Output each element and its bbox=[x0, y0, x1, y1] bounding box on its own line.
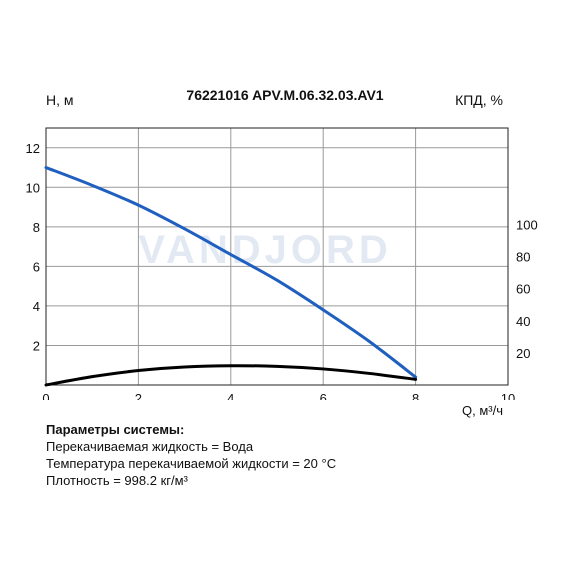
head-curve bbox=[44, 166, 418, 379]
y-right-tick-label: 60 bbox=[516, 282, 530, 297]
watermark-logo: VANDJORD bbox=[138, 228, 392, 272]
param-line-density: Плотность = 998.2 кг/м³ bbox=[46, 473, 188, 488]
y-right-tick-label: 40 bbox=[516, 314, 530, 329]
param-line-fluid: Перекачиваемая жидкость = Вода bbox=[46, 439, 254, 454]
x-tick-label: 4 bbox=[227, 391, 234, 400]
chart-title: 76221016 APV.M.06.32.03.AV1 bbox=[186, 87, 384, 103]
efficiency-curve bbox=[44, 364, 418, 387]
param-line-temperature: Температура перекачиваемой жидкости = 20… bbox=[46, 456, 337, 471]
y-left-tick-label: 6 bbox=[33, 259, 40, 274]
y-axis-left-label: H, м bbox=[46, 92, 74, 108]
y-right-tick-label: 100 bbox=[516, 217, 538, 232]
axes bbox=[45, 127, 509, 386]
y-left-tick-label: 2 bbox=[33, 338, 40, 353]
y-right-tick-label: 80 bbox=[516, 250, 530, 265]
x-axis-label: Q, м³/ч bbox=[462, 403, 503, 418]
series-layer bbox=[44, 166, 418, 387]
y-left-tick-label: 8 bbox=[33, 220, 40, 235]
y-left-tick-label: 12 bbox=[26, 141, 40, 156]
y-left-tick-label: 10 bbox=[26, 180, 40, 195]
system-parameters-title: Параметры системы: bbox=[46, 422, 185, 437]
chart-plot: VANDJORD 0 2 4 6 8 10 2 4 6 8 10 12 20 40 60 80 100 bbox=[26, 127, 538, 400]
y-right-tick-label: 20 bbox=[516, 346, 530, 361]
x-tick-label: 0 bbox=[42, 391, 49, 400]
x-tick-label: 10 bbox=[501, 391, 515, 400]
y-axis-right-label: КПД, % bbox=[455, 92, 503, 108]
x-tick-label: 6 bbox=[320, 391, 327, 400]
system-parameters: Параметры системы: Перекачиваемая жидкос… bbox=[46, 421, 336, 489]
plot-frame bbox=[45, 127, 509, 386]
x-tick-label: 2 bbox=[135, 391, 142, 400]
y-left-tick-label: 4 bbox=[33, 299, 40, 314]
tick-labels: 0 2 4 6 8 10 2 4 6 8 10 12 20 40 60 80 100 bbox=[26, 141, 538, 400]
x-tick-label: 8 bbox=[412, 391, 419, 400]
